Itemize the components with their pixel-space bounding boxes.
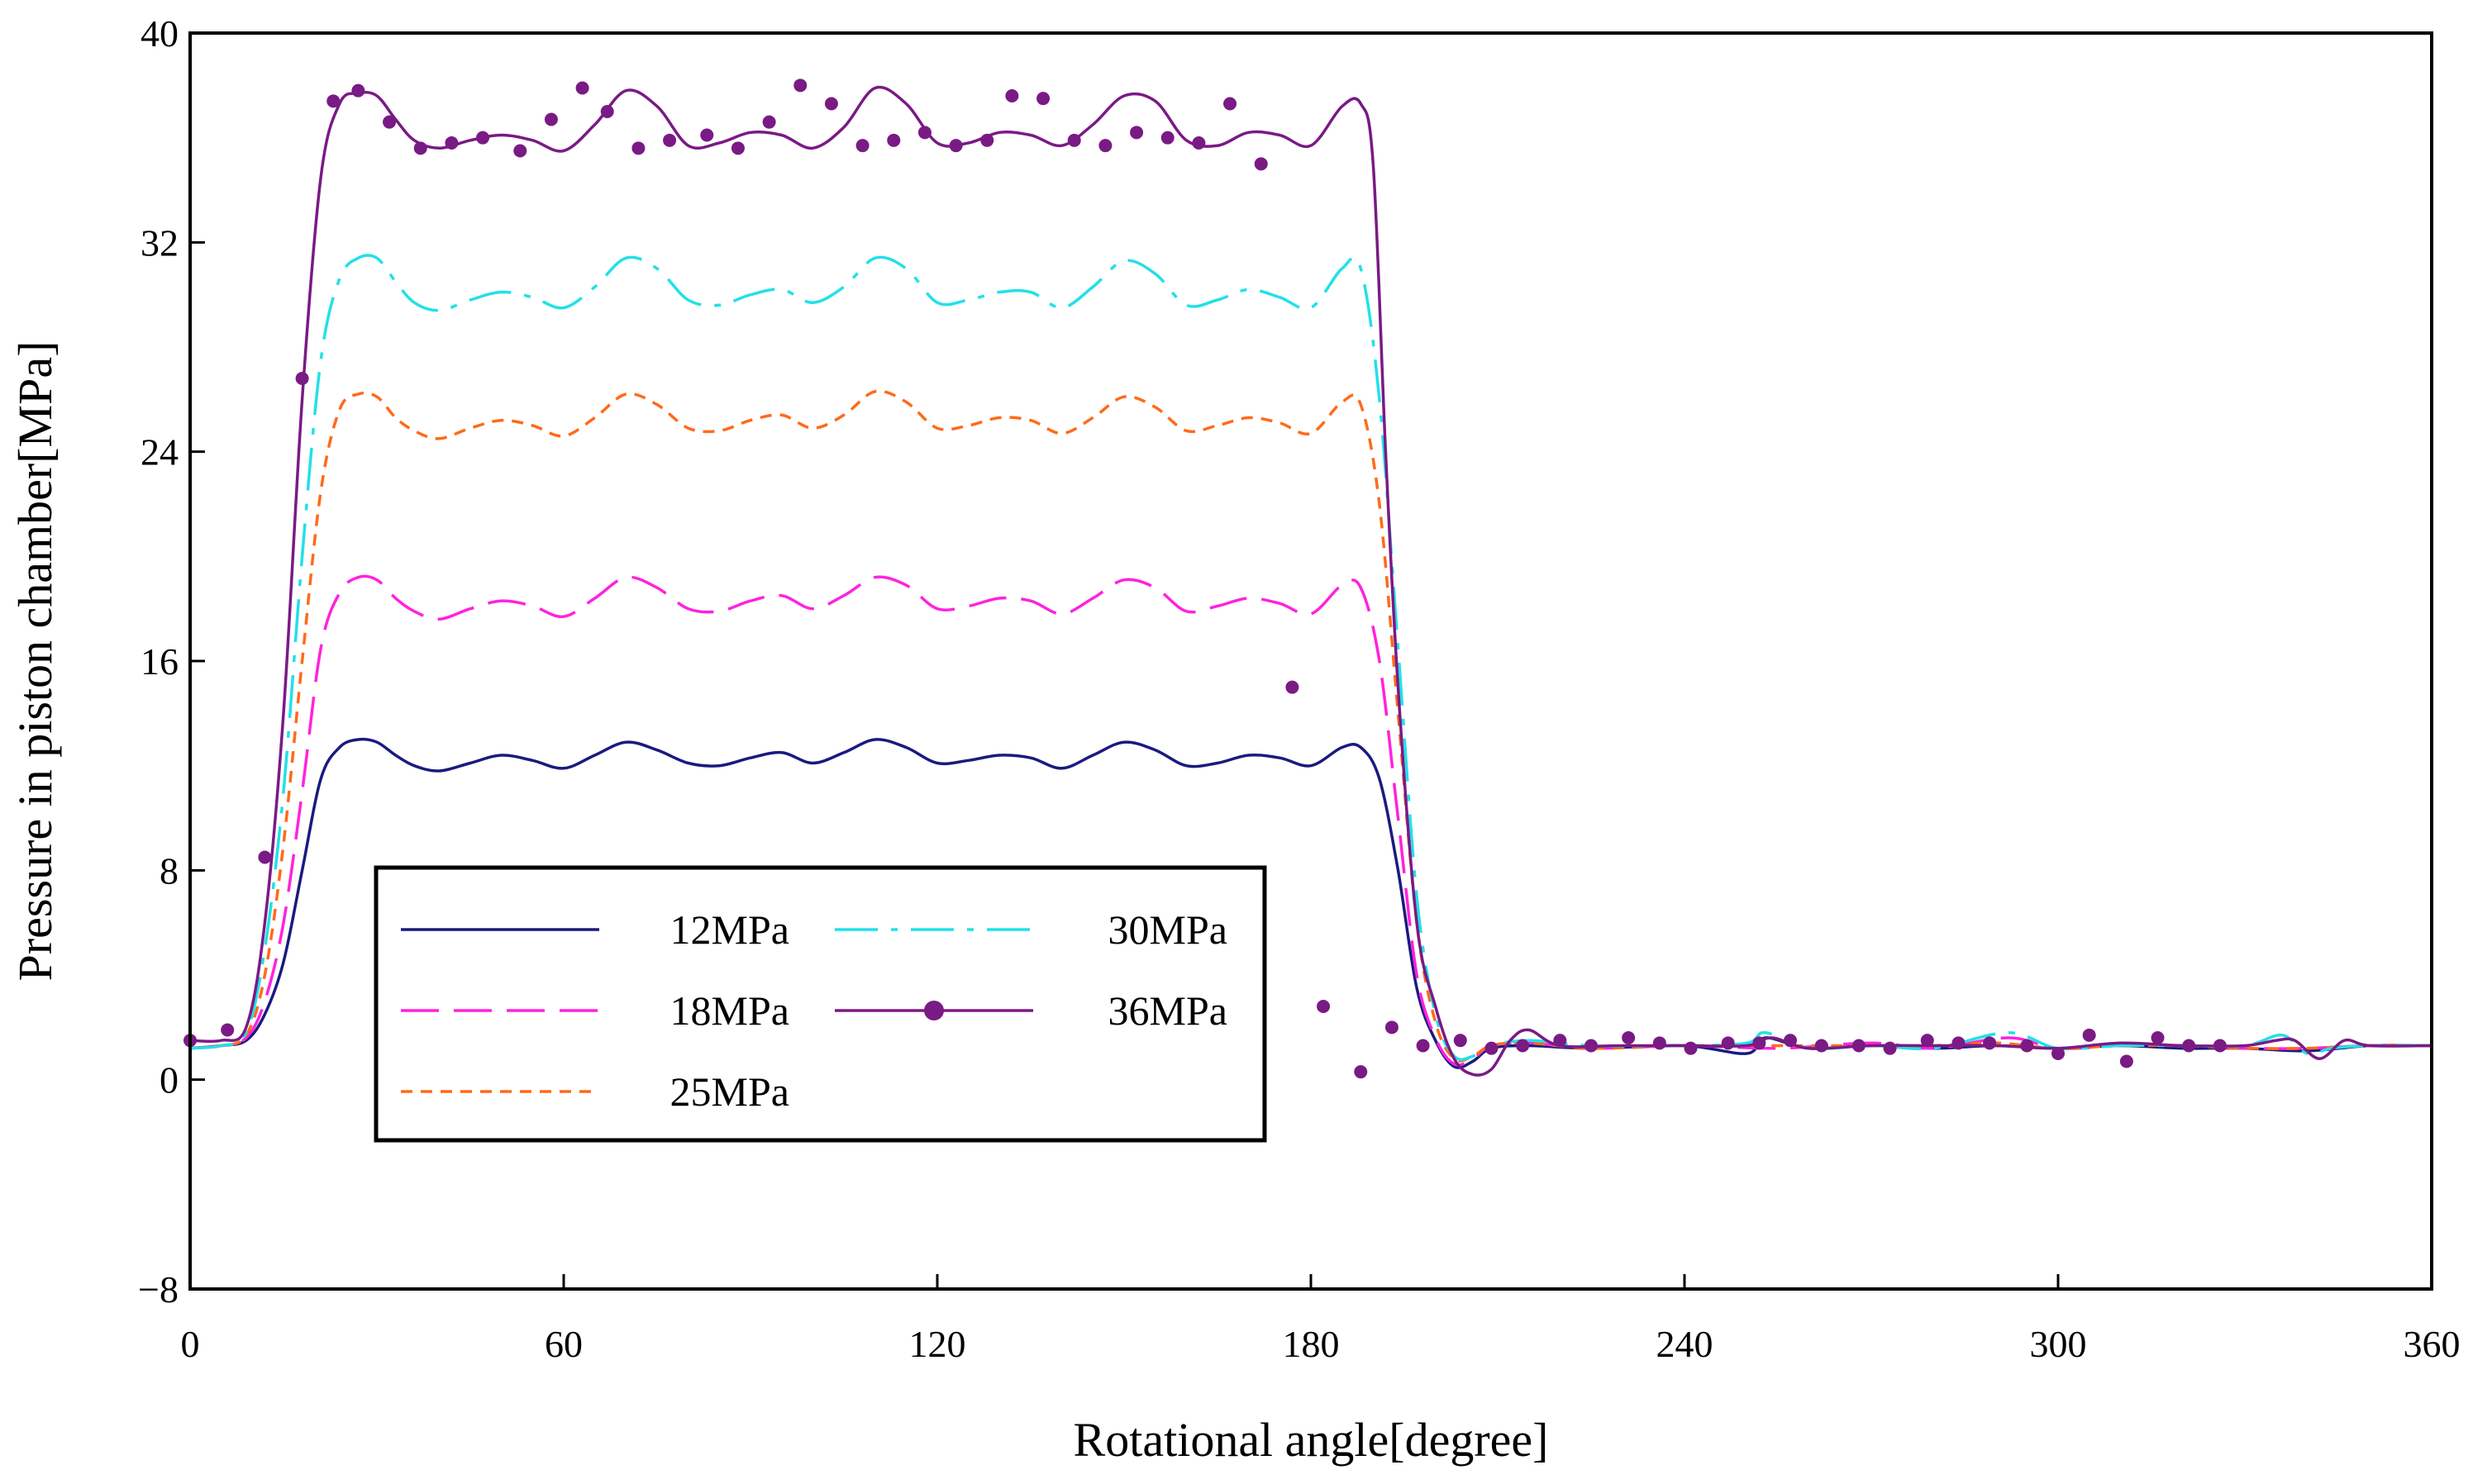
data-point-36MPa <box>1814 1039 1828 1053</box>
data-point-36MPa <box>1784 1034 1798 1048</box>
data-point-36MPa <box>887 133 901 147</box>
legend-label-18MPa: 18MPa <box>670 987 789 1034</box>
data-point-36MPa <box>1983 1036 1997 1050</box>
data-point-36MPa <box>1484 1041 1499 1055</box>
y-tick-label: 8 <box>160 849 179 892</box>
x-tick-label: 180 <box>1283 1323 1340 1365</box>
data-point-36MPa <box>600 105 614 118</box>
data-point-36MPa <box>575 81 589 95</box>
legend-marker-36MPa <box>924 1001 944 1020</box>
y-tick-label: 40 <box>141 12 179 55</box>
legend-label-30MPa: 30MPa <box>1108 906 1227 953</box>
data-point-36MPa <box>917 126 932 140</box>
series-layer <box>183 78 2432 1079</box>
data-point-36MPa <box>1951 1036 1966 1050</box>
data-point-36MPa <box>1130 126 1144 140</box>
legend-label-36MPa: 36MPa <box>1108 987 1227 1034</box>
data-point-36MPa <box>326 94 341 108</box>
y-tick-label: −8 <box>138 1268 179 1310</box>
data-point-36MPa <box>663 133 677 147</box>
data-point-36MPa <box>731 141 745 155</box>
data-point-36MPa <box>544 112 558 126</box>
data-point-36MPa <box>2051 1047 2065 1060</box>
x-tick-label: 240 <box>1656 1323 1713 1365</box>
x-tick-label: 360 <box>2404 1323 2461 1365</box>
legend-label-25MPa: 25MPa <box>670 1068 789 1115</box>
data-point-36MPa <box>762 115 776 129</box>
data-point-36MPa <box>383 115 397 129</box>
data-point-36MPa <box>2020 1039 2034 1053</box>
data-point-36MPa <box>1285 680 1299 694</box>
data-point-36MPa <box>1584 1039 1598 1053</box>
y-axis-title: Pressure in piston chamber[MPa] <box>8 341 62 982</box>
data-point-36MPa <box>1920 1034 1934 1048</box>
data-point-36MPa <box>351 83 365 98</box>
series-line-36MPa <box>189 85 2432 1077</box>
data-point-36MPa <box>824 97 838 111</box>
data-point-36MPa <box>295 372 309 385</box>
data-point-36MPa <box>2119 1054 2133 1068</box>
legend-box <box>374 865 1267 1143</box>
legend: 12MPa 30MPa 18MPa 36MPa 25MPa <box>374 865 1267 1143</box>
x-tick-label: 0 <box>181 1323 200 1365</box>
data-point-36MPa <box>1354 1065 1368 1079</box>
data-point-36MPa <box>221 1023 235 1037</box>
data-point-36MPa <box>445 136 459 150</box>
data-point-36MPa <box>1851 1039 1865 1053</box>
data-point-36MPa <box>2213 1039 2227 1053</box>
data-point-36MPa <box>1721 1036 1735 1050</box>
data-point-36MPa <box>1005 89 1019 102</box>
data-point-36MPa <box>980 133 994 147</box>
data-point-36MPa <box>1516 1039 1530 1053</box>
data-point-36MPa <box>949 139 963 153</box>
data-point-36MPa <box>631 141 646 155</box>
data-point-36MPa <box>2151 1031 2165 1044</box>
data-point-36MPa <box>2182 1039 2196 1053</box>
y-tick-label: 0 <box>160 1059 179 1101</box>
data-point-36MPa <box>1317 1000 1331 1013</box>
data-point-36MPa <box>1223 97 1237 111</box>
data-point-36MPa <box>1883 1041 1897 1055</box>
data-point-36MPa <box>2082 1028 2096 1042</box>
data-point-36MPa <box>1453 1034 1467 1048</box>
data-point-36MPa <box>793 78 808 93</box>
x-tick-label: 60 <box>545 1323 583 1365</box>
data-point-36MPa <box>1036 92 1051 106</box>
x-tick-label: 300 <box>2030 1323 2087 1365</box>
legend-items: 12MPa 30MPa 18MPa 36MPa 25MPa <box>401 906 1227 1115</box>
x-axis-title: Rotational angle[degree] <box>1074 1413 1549 1467</box>
data-point-36MPa <box>513 144 527 158</box>
data-point-36MPa <box>1160 131 1175 145</box>
data-point-36MPa <box>1553 1034 1567 1048</box>
data-point-36MPa <box>1684 1041 1698 1055</box>
data-point-36MPa <box>1098 139 1113 153</box>
data-point-36MPa <box>1622 1031 1636 1044</box>
legend-label-12MPa: 12MPa <box>670 906 789 953</box>
data-point-36MPa <box>1067 133 1081 147</box>
data-point-36MPa <box>1752 1036 1766 1050</box>
data-point-36MPa <box>413 141 427 155</box>
y-tick-label: 32 <box>141 221 179 264</box>
data-point-36MPa <box>476 131 490 145</box>
data-point-36MPa <box>1192 136 1206 150</box>
data-point-36MPa <box>1254 157 1268 171</box>
data-point-36MPa <box>1384 1020 1399 1035</box>
data-point-36MPa <box>1416 1039 1430 1053</box>
data-point-36MPa <box>700 128 714 142</box>
series-line-18MPa <box>189 574 2432 1067</box>
y-tick-label: 24 <box>141 431 179 473</box>
y-tick-label: 16 <box>141 640 179 683</box>
data-point-36MPa <box>258 850 272 864</box>
x-tick-label: 120 <box>909 1323 966 1365</box>
data-point-36MPa <box>855 139 870 153</box>
data-point-36MPa <box>1652 1036 1666 1050</box>
